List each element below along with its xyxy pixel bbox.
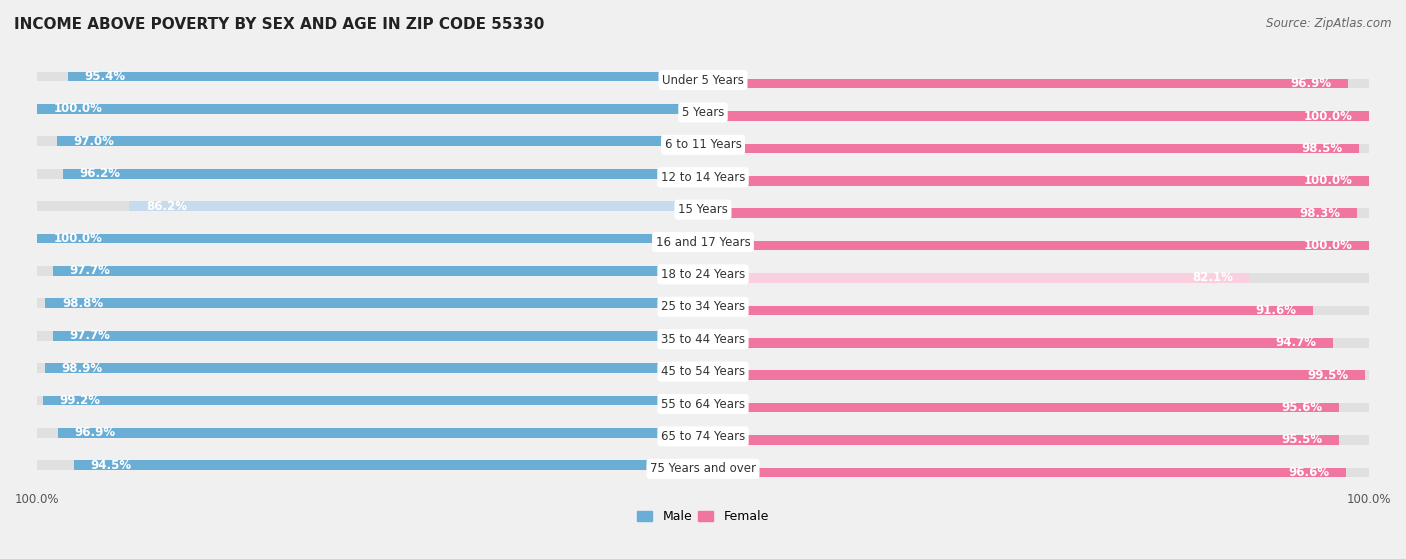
Bar xyxy=(37,169,703,178)
Bar xyxy=(37,396,703,405)
Bar xyxy=(37,266,703,276)
Text: 95.6%: 95.6% xyxy=(1282,401,1323,414)
Bar xyxy=(703,144,1369,153)
Bar xyxy=(703,338,1369,348)
Text: 100.0%: 100.0% xyxy=(53,102,103,115)
Text: 91.6%: 91.6% xyxy=(1256,304,1296,317)
Text: 100.0%: 100.0% xyxy=(53,232,103,245)
Bar xyxy=(37,363,703,373)
Text: 100.0%: 100.0% xyxy=(1303,110,1353,122)
Text: 45 to 54 Years: 45 to 54 Years xyxy=(661,365,745,378)
Bar xyxy=(37,104,703,113)
Text: 5 Years: 5 Years xyxy=(682,106,724,119)
Text: 99.5%: 99.5% xyxy=(1308,369,1348,382)
Bar xyxy=(703,467,1346,477)
Bar xyxy=(703,111,1369,121)
Bar xyxy=(703,402,1340,413)
Text: Under 5 Years: Under 5 Years xyxy=(662,74,744,87)
Text: 95.5%: 95.5% xyxy=(1281,433,1322,447)
Bar xyxy=(703,144,1358,153)
Text: 16 and 17 Years: 16 and 17 Years xyxy=(655,235,751,249)
Text: 12 to 14 Years: 12 to 14 Years xyxy=(661,170,745,184)
Bar xyxy=(75,461,703,470)
Bar xyxy=(129,201,703,211)
Bar xyxy=(37,299,703,308)
Text: 98.8%: 98.8% xyxy=(62,297,103,310)
Legend: Male, Female: Male, Female xyxy=(633,505,773,528)
Text: 98.9%: 98.9% xyxy=(62,362,103,375)
Text: 82.1%: 82.1% xyxy=(1192,272,1233,285)
Text: 100.0%: 100.0% xyxy=(1347,493,1391,506)
Bar xyxy=(37,234,703,243)
Bar xyxy=(703,338,1333,348)
Bar xyxy=(703,209,1357,218)
Bar xyxy=(42,396,703,405)
Text: 18 to 24 Years: 18 to 24 Years xyxy=(661,268,745,281)
Bar xyxy=(37,72,703,82)
Text: 65 to 74 Years: 65 to 74 Years xyxy=(661,430,745,443)
Text: 99.2%: 99.2% xyxy=(59,394,100,407)
Bar xyxy=(703,209,1369,218)
Bar xyxy=(703,241,1369,250)
Text: 95.4%: 95.4% xyxy=(84,70,125,83)
Text: 97.0%: 97.0% xyxy=(75,135,115,148)
Bar xyxy=(703,370,1369,380)
Bar xyxy=(58,428,703,438)
Text: 25 to 34 Years: 25 to 34 Years xyxy=(661,300,745,314)
Bar xyxy=(703,402,1369,413)
Text: 15 Years: 15 Years xyxy=(678,203,728,216)
Text: 96.9%: 96.9% xyxy=(75,427,115,439)
Bar xyxy=(62,169,703,178)
Bar xyxy=(37,104,703,113)
Text: 100.0%: 100.0% xyxy=(15,493,59,506)
Bar xyxy=(45,363,703,373)
Text: 94.5%: 94.5% xyxy=(90,459,132,472)
Text: 98.3%: 98.3% xyxy=(1299,207,1341,220)
Bar xyxy=(703,176,1369,186)
Bar xyxy=(37,428,703,438)
Bar xyxy=(703,435,1339,445)
Bar xyxy=(703,176,1369,186)
Bar xyxy=(67,72,703,82)
Bar xyxy=(703,273,1250,283)
Text: 96.6%: 96.6% xyxy=(1288,466,1330,479)
Text: 6 to 11 Years: 6 to 11 Years xyxy=(665,138,741,151)
Text: 96.9%: 96.9% xyxy=(1291,77,1331,90)
Text: 100.0%: 100.0% xyxy=(1303,239,1353,252)
Bar xyxy=(37,331,703,340)
Text: Source: ZipAtlas.com: Source: ZipAtlas.com xyxy=(1267,17,1392,30)
Bar xyxy=(37,461,703,470)
Bar xyxy=(37,201,703,211)
Bar xyxy=(703,306,1369,315)
Text: 55 to 64 Years: 55 to 64 Years xyxy=(661,397,745,410)
Text: 96.2%: 96.2% xyxy=(79,167,120,180)
Bar xyxy=(703,79,1348,88)
Bar xyxy=(703,370,1365,380)
Text: 98.5%: 98.5% xyxy=(1301,142,1343,155)
Bar xyxy=(58,136,703,146)
Text: 75 Years and over: 75 Years and over xyxy=(650,462,756,475)
Bar xyxy=(37,136,703,146)
Text: INCOME ABOVE POVERTY BY SEX AND AGE IN ZIP CODE 55330: INCOME ABOVE POVERTY BY SEX AND AGE IN Z… xyxy=(14,17,544,32)
Bar xyxy=(703,467,1369,477)
Bar xyxy=(52,331,703,340)
Text: 35 to 44 Years: 35 to 44 Years xyxy=(661,333,745,345)
Bar xyxy=(703,241,1369,250)
Text: 100.0%: 100.0% xyxy=(1303,174,1353,187)
Text: 94.7%: 94.7% xyxy=(1275,337,1317,349)
Bar xyxy=(37,234,703,243)
Bar xyxy=(703,306,1313,315)
Bar xyxy=(703,79,1369,88)
Text: 97.7%: 97.7% xyxy=(69,329,110,342)
Text: 97.7%: 97.7% xyxy=(69,264,110,277)
Bar xyxy=(703,111,1369,121)
Bar xyxy=(703,435,1369,445)
Bar xyxy=(45,299,703,308)
Text: 86.2%: 86.2% xyxy=(146,200,187,212)
Bar xyxy=(703,273,1369,283)
Bar xyxy=(52,266,703,276)
